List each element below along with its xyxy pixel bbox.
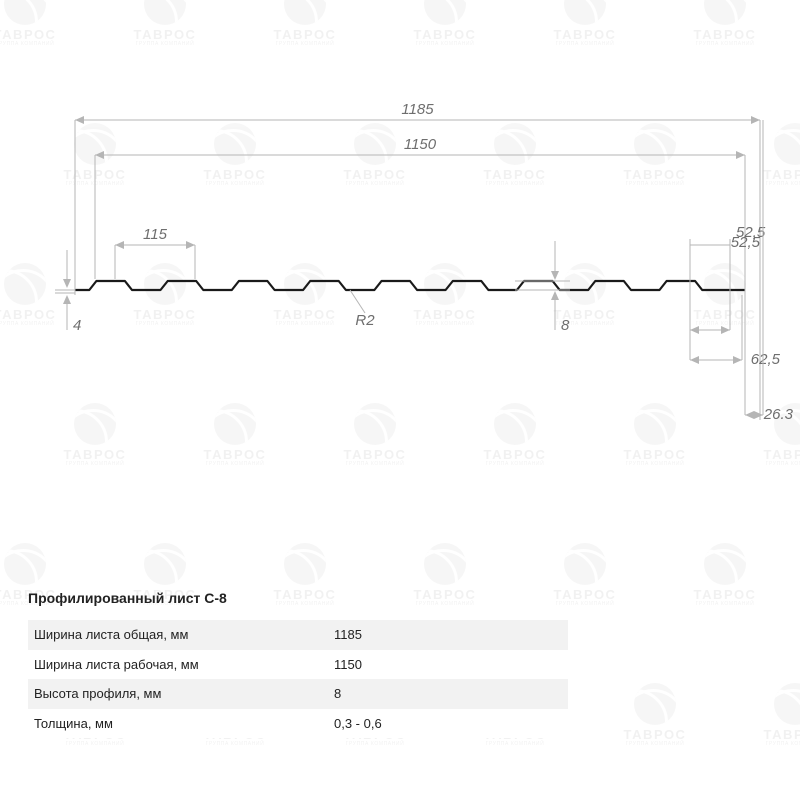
svg-text:1185: 1185 (401, 101, 434, 118)
profile-path (75, 281, 745, 290)
spec-value: 1185 (334, 627, 558, 643)
spec-row: Ширина листа общая, мм1185 (28, 620, 568, 650)
profile-diagram: 118511501154R2852,552,562,526.3 (0, 0, 800, 560)
spec-value: 0,3 - 0,6 (334, 716, 558, 732)
spec-title: Профилированный лист С-8 (28, 590, 568, 606)
watermark-stamp: ТАВРОСГРУППА КОМПАНИЙ (750, 670, 800, 760)
svg-text:4: 4 (73, 317, 81, 334)
svg-text:62,5: 62,5 (751, 351, 781, 368)
spec-row: Толщина, мм0,3 - 0,6 (28, 709, 568, 739)
spec-value: 8 (334, 686, 558, 702)
spec-row: Высота профиля, мм8 (28, 679, 568, 709)
svg-text:115: 115 (143, 226, 168, 243)
diagram-svg: 118511501154R2852,552,562,526.3 (0, 0, 800, 560)
spec-rows: Ширина листа общая, мм1185Ширина листа р… (28, 620, 568, 738)
watermark-stamp: ТАВРОСГРУППА КОМПАНИЙ (610, 670, 700, 760)
svg-text:1150: 1150 (404, 136, 437, 153)
spec-value: 1150 (334, 657, 558, 673)
svg-text:52,5: 52,5 (731, 234, 761, 251)
svg-text:8: 8 (561, 317, 570, 334)
spec-label: Ширина листа рабочая, мм (34, 657, 334, 673)
spec-label: Высота профиля, мм (34, 686, 334, 702)
spec-table: Профилированный лист С-8 Ширина листа об… (28, 590, 568, 738)
svg-text:R2: R2 (355, 312, 375, 329)
spec-row: Ширина листа рабочая, мм1150 (28, 650, 568, 680)
spec-label: Ширина листа общая, мм (34, 627, 334, 643)
svg-text:26.3: 26.3 (763, 406, 794, 423)
spec-label: Толщина, мм (34, 716, 334, 732)
